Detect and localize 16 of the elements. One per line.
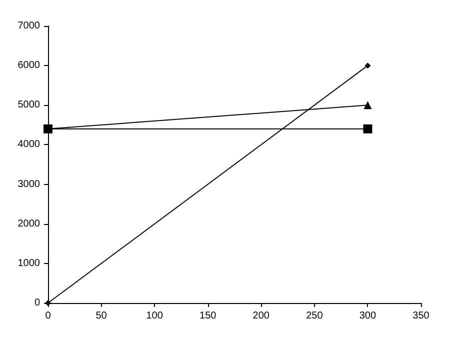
y-tick-label: 2000: [18, 218, 40, 230]
x-tick-label: 50: [96, 310, 108, 322]
y-tick-label: 7000: [18, 20, 40, 32]
y-tick-label: 4000: [18, 139, 40, 150]
x-tick-label: 300: [359, 310, 376, 322]
x-tick-label: 100: [146, 310, 164, 322]
y-tick-label: 5000: [18, 100, 40, 111]
y-tick-label: 0: [34, 298, 40, 308]
x-tick-label: 200: [252, 310, 270, 322]
y-tick-label: 1000: [18, 258, 40, 269]
y-tick-label: 3000: [18, 178, 40, 190]
x-tick-label: 0: [45, 310, 52, 322]
y-tick-label: 6000: [18, 60, 40, 72]
x-tick-label: 350: [412, 310, 430, 322]
x-tick-label: 250: [306, 310, 324, 322]
x-tick-label: 150: [200, 310, 217, 322]
